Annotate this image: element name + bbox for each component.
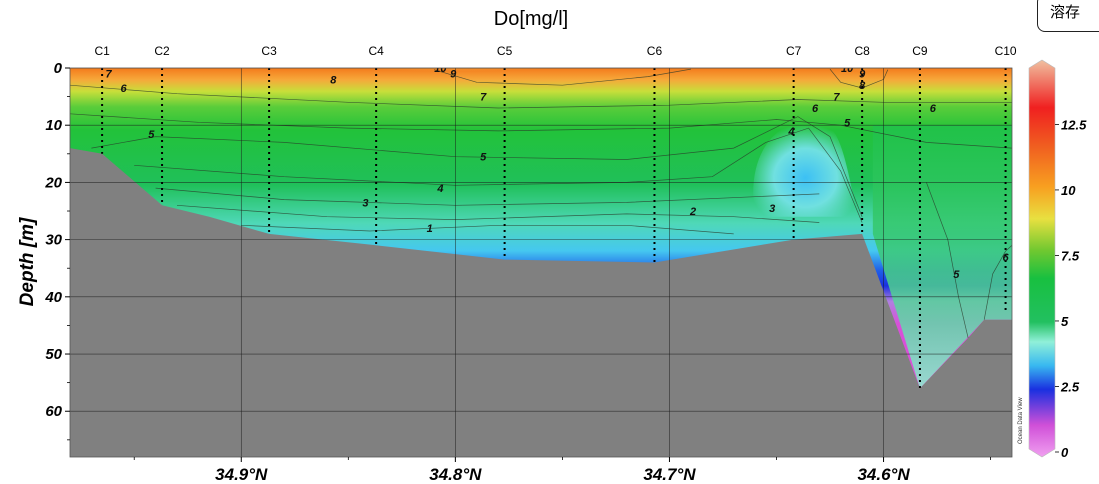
y-tick-label: 20: [44, 174, 62, 191]
plot-frame: [69, 67, 1013, 458]
odv-watermark: Ocean Data View: [1018, 397, 1024, 444]
seabed-topography: [70, 148, 1012, 457]
contour-label: 3: [769, 203, 775, 215]
upwelling-plume: [753, 119, 858, 217]
contour-line: [134, 127, 863, 223]
contour-label: 10: [841, 63, 854, 75]
y-tick-label: 50: [45, 346, 62, 363]
y-tick-label: 40: [44, 289, 62, 306]
contour-label: 7: [480, 92, 487, 104]
contour-label: 5: [480, 152, 487, 164]
chart-title: Do[mg/l]: [494, 8, 568, 30]
station-label: C8: [854, 44, 870, 58]
contour-label: 5: [953, 269, 960, 281]
corner-label: 溶存: [1050, 3, 1081, 21]
contour-label: 6: [120, 83, 127, 95]
contour-label: 7: [833, 92, 840, 104]
x-tick-label: 34.8°N: [429, 465, 482, 484]
contour-line: [155, 187, 820, 206]
grid-lines: [70, 68, 1012, 457]
x-tick-label: 34.7°N: [643, 465, 696, 484]
contour-line: [433, 68, 691, 86]
contour-label: 8: [859, 80, 866, 92]
deep-basin-field: [872, 125, 1012, 389]
y-tick-label: 0: [54, 60, 63, 77]
contour-label: 6: [812, 103, 819, 115]
y-axis: 0 10 20 30 40 50 60: [44, 60, 70, 441]
station-label: C6: [647, 44, 663, 58]
station-label: C5: [497, 44, 513, 58]
colorbar-tick-label: 2.5: [1060, 379, 1080, 394]
contour-line: [70, 84, 1012, 109]
x-tick-label: 34.9°N: [215, 465, 268, 484]
contour-label: 10: [434, 63, 447, 75]
station-label: C3: [261, 44, 277, 58]
contour-label: 9: [859, 69, 866, 81]
contour-label: 1: [427, 223, 433, 235]
contour-label: 4: [436, 183, 443, 195]
contour-line: [926, 182, 970, 343]
contour-label: 5: [148, 129, 155, 141]
contour-label: 4: [787, 126, 794, 138]
corner-label-box: 溶存: [1037, 0, 1099, 32]
colorbar-tick-label: 7.5: [1061, 248, 1080, 263]
contour-label: 5: [844, 117, 851, 129]
station-label: C7: [786, 44, 802, 58]
station-casts: [101, 68, 1007, 389]
colorbar-tick-label: 5: [1061, 314, 1069, 329]
station-label: C10: [995, 44, 1017, 58]
contour-label: 9: [450, 69, 457, 81]
colorbar-ticks: 0 2.5 5 7.5 10 12.5: [1055, 117, 1087, 460]
contour-line: [91, 116, 863, 217]
contour-label: 7: [105, 69, 112, 81]
y-tick-label: 10: [45, 117, 62, 134]
station-label: C2: [154, 44, 170, 58]
contour-label: 6: [1003, 252, 1010, 264]
y-tick-label: 60: [45, 403, 62, 420]
contour-label: 2: [689, 206, 696, 218]
colorbar-scale: [1028, 59, 1056, 458]
y-tick-label: 30: [45, 232, 62, 249]
colorbar-tick-label: 10: [1061, 183, 1076, 198]
x-axis: 34.9°N 34.8°N 34.7°N 34.6°N: [133, 457, 991, 484]
station-labels: C1 C2 C3 C4 C5 C6 C7 C8 C9 C10: [94, 44, 1016, 58]
station-label: C9: [912, 44, 928, 58]
colorbar-tick-label: 0: [1061, 445, 1069, 460]
colorbar: 0 2.5 5 7.5 10 12.5 Ocean Data View: [1018, 59, 1087, 460]
contour-label: 3: [362, 197, 368, 209]
station-label: C4: [368, 44, 384, 58]
contour-label: 8: [330, 74, 337, 86]
contour-line: [241, 224, 734, 235]
y-axis-label: Depth [m]: [17, 217, 38, 306]
contour-label: 6: [930, 103, 937, 115]
contour-line: [176, 204, 820, 223]
station-label: C1: [94, 44, 110, 58]
x-tick-label: 34.6°N: [857, 465, 910, 484]
colorbar-tick-label: 12.5: [1061, 117, 1087, 132]
